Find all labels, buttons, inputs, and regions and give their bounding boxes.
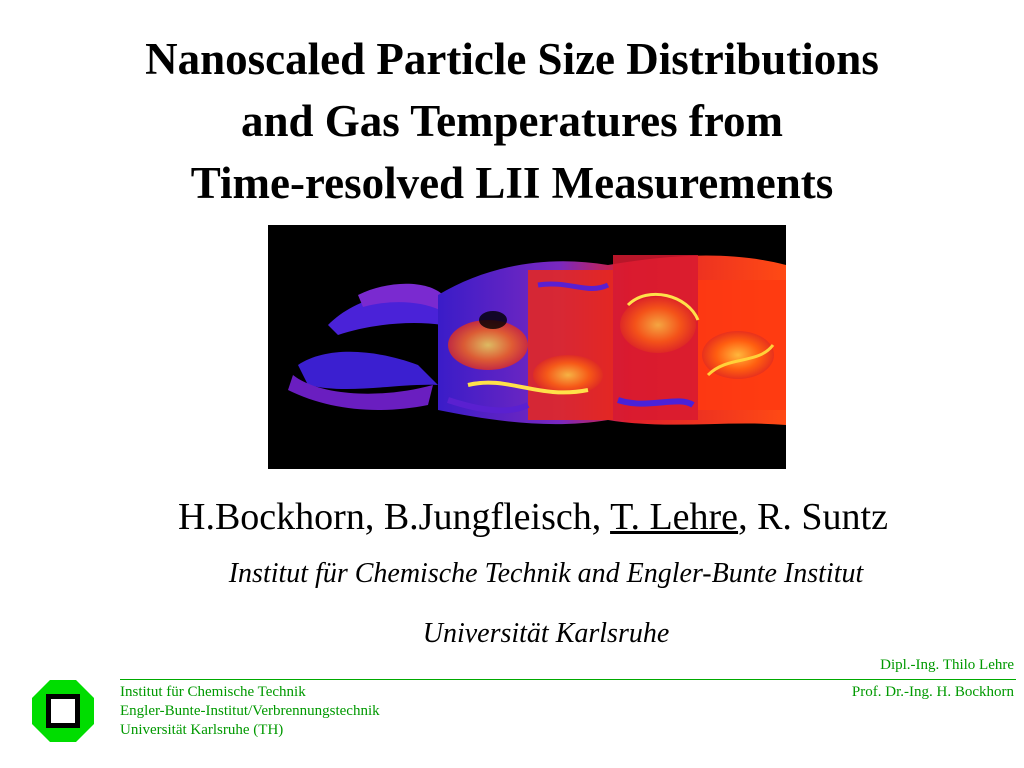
footer-line-2: Engler-Bunte-Institut/Verbrennungstechni… bbox=[120, 703, 380, 719]
authors-part-1: H.Bockhorn, B.Jungfleisch, bbox=[178, 496, 611, 538]
title-line-2: and Gas Temperatures from bbox=[240, 96, 784, 146]
presenting-author: T. Lehre bbox=[610, 496, 739, 538]
author-list: H.Bockhorn, B.Jungfleisch, T. Lehre, R. … bbox=[0, 494, 1024, 540]
footer-professor: Prof. Dr.-Ing. H. Bockhorn bbox=[851, 684, 1014, 700]
authors-part-2: , R. Suntz bbox=[738, 496, 888, 538]
title-line-1: Nanoscaled Particle Size Distributions bbox=[145, 34, 879, 84]
institute-affiliation: Institut für Chemische Technik and Engle… bbox=[228, 558, 864, 589]
slide-title: Nanoscaled Particle Size Distributions a… bbox=[0, 28, 1024, 214]
footer-institution: Institut für Chemische Technik Engler-Bu… bbox=[120, 683, 380, 740]
flame-lii-image bbox=[268, 225, 786, 469]
title-line-3: Time-resolved LII Measurements bbox=[190, 158, 834, 208]
presenter-credit: Dipl.-Ing. Thilo Lehre bbox=[880, 657, 1014, 673]
footer-line-1: Institut für Chemische Technik bbox=[120, 684, 306, 700]
university-logo-icon bbox=[30, 678, 96, 744]
footer-divider bbox=[120, 679, 1016, 680]
footer-line-3: Universität Karlsruhe (TH) bbox=[120, 722, 284, 738]
university-affiliation: Universität Karlsruhe bbox=[422, 618, 670, 649]
